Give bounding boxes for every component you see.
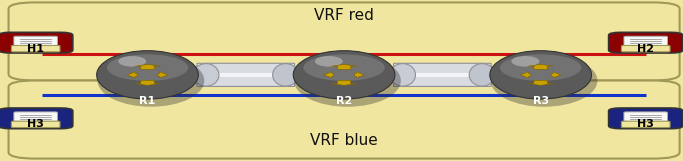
Ellipse shape xyxy=(512,56,540,67)
FancyBboxPatch shape xyxy=(0,108,73,129)
Bar xyxy=(198,73,293,77)
FancyArrow shape xyxy=(331,64,357,69)
FancyBboxPatch shape xyxy=(622,121,670,128)
Ellipse shape xyxy=(118,56,146,67)
FancyBboxPatch shape xyxy=(197,63,294,86)
FancyBboxPatch shape xyxy=(14,112,57,122)
FancyArrow shape xyxy=(551,72,561,78)
Text: VRF red: VRF red xyxy=(314,8,374,23)
Ellipse shape xyxy=(294,55,401,107)
FancyBboxPatch shape xyxy=(393,63,491,86)
FancyBboxPatch shape xyxy=(14,36,57,46)
Ellipse shape xyxy=(97,51,198,99)
FancyArrow shape xyxy=(158,72,168,78)
Text: H3: H3 xyxy=(637,119,654,129)
Text: H1: H1 xyxy=(27,44,44,54)
Text: H3: H3 xyxy=(27,119,44,129)
Ellipse shape xyxy=(193,64,219,86)
Ellipse shape xyxy=(315,56,343,67)
Text: R3: R3 xyxy=(533,96,548,106)
Ellipse shape xyxy=(273,64,298,86)
Text: VRF blue: VRF blue xyxy=(310,133,378,148)
FancyArrow shape xyxy=(331,80,357,85)
FancyArrow shape xyxy=(354,72,364,78)
Text: R1: R1 xyxy=(139,96,156,106)
FancyBboxPatch shape xyxy=(624,36,667,46)
FancyArrow shape xyxy=(135,80,161,85)
FancyBboxPatch shape xyxy=(12,121,60,128)
FancyArrow shape xyxy=(324,72,333,78)
FancyBboxPatch shape xyxy=(9,80,680,159)
FancyBboxPatch shape xyxy=(622,46,670,52)
Ellipse shape xyxy=(500,54,581,81)
FancyArrow shape xyxy=(520,72,530,78)
Ellipse shape xyxy=(469,64,495,86)
Ellipse shape xyxy=(107,54,189,81)
Text: H2: H2 xyxy=(637,44,654,54)
Ellipse shape xyxy=(303,54,385,81)
Ellipse shape xyxy=(390,64,415,86)
FancyArrow shape xyxy=(528,64,553,69)
Ellipse shape xyxy=(490,51,591,99)
FancyArrow shape xyxy=(528,80,553,85)
Text: R2: R2 xyxy=(336,96,352,106)
FancyBboxPatch shape xyxy=(12,46,60,52)
FancyBboxPatch shape xyxy=(624,112,667,122)
FancyBboxPatch shape xyxy=(609,32,683,53)
FancyArrow shape xyxy=(135,64,161,69)
FancyBboxPatch shape xyxy=(9,2,680,80)
Ellipse shape xyxy=(490,55,598,107)
FancyArrow shape xyxy=(127,72,137,78)
FancyBboxPatch shape xyxy=(609,108,683,129)
FancyBboxPatch shape xyxy=(0,32,73,53)
Bar xyxy=(395,73,490,77)
Ellipse shape xyxy=(98,55,204,107)
Ellipse shape xyxy=(293,51,395,99)
